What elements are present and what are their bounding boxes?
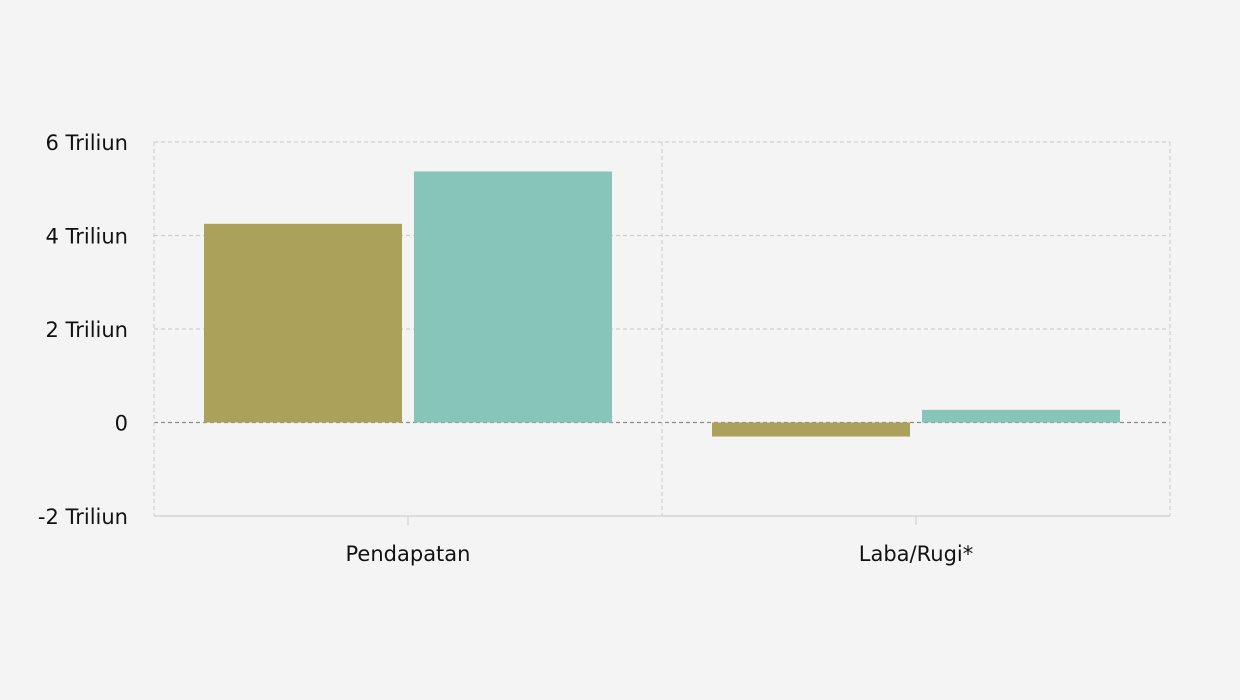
bar-laba-rugi-series-1: [712, 422, 910, 437]
y-tick-label: 2 Triliun: [45, 318, 128, 342]
x-tick-label: Laba/Rugi*: [859, 542, 973, 566]
y-tick-label: -2 Triliun: [38, 505, 128, 529]
y-tick-label: 6 Triliun: [45, 131, 128, 155]
bar-laba-rugi-series-2: [922, 409, 1120, 423]
y-tick-label: 4 Triliun: [45, 225, 128, 249]
bar-pendapatan-series-1: [204, 223, 402, 423]
bar-pendapatan-series-2: [414, 171, 612, 423]
y-tick-label: 0: [115, 412, 128, 436]
x-tick-label: Pendapatan: [346, 542, 471, 566]
